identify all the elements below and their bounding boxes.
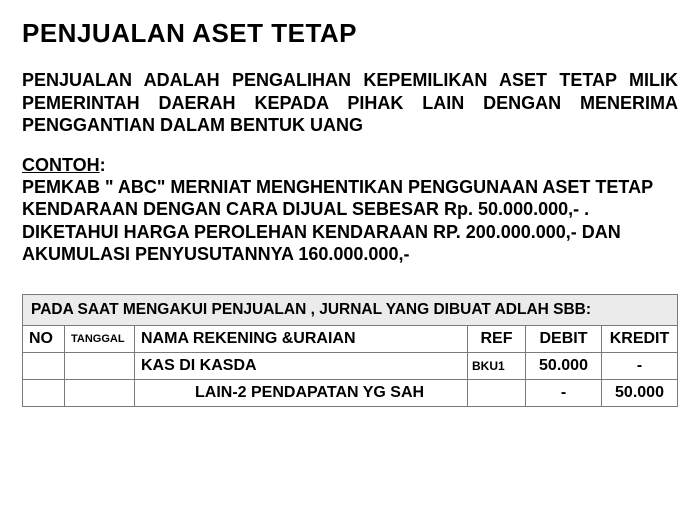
col-header-no: NO — [23, 325, 65, 352]
definition-text: PENJUALAN ADALAH PENGALIHAN KEPEMILIKAN … — [22, 69, 678, 137]
cell-nama: LAIN-2 PENDAPATAN YG SAH — [135, 379, 468, 406]
cell-kredit: - — [602, 352, 678, 379]
journal-table-caption: PADA SAAT MENGAKUI PENJUALAN , JURNAL YA… — [22, 294, 678, 325]
table-row: LAIN-2 PENDAPATAN YG SAH - 50.000 — [23, 379, 678, 406]
page-title: PENJUALAN ASET TETAP — [22, 18, 678, 49]
cell-no — [23, 379, 65, 406]
col-header-tanggal: TANGGAL — [65, 325, 135, 352]
example-line-2: DIKETAHUI HARGA PEROLEHAN KENDARAAN RP. … — [22, 222, 621, 265]
example-line-1: PEMKAB " ABC" MERNIAT MENGHENTIKAN PENGG… — [22, 177, 653, 220]
col-header-nama: NAMA REKENING &URAIAN — [135, 325, 468, 352]
cell-tanggal — [65, 352, 135, 379]
example-label: CONTOH: — [22, 155, 678, 176]
cell-ref — [468, 379, 526, 406]
example-label-word: CONTOH — [22, 155, 100, 175]
journal-table: NO TANGGAL NAMA REKENING &URAIAN REF DEB… — [22, 325, 678, 407]
cell-no — [23, 352, 65, 379]
cell-nama: KAS DI KASDA — [135, 352, 468, 379]
cell-kredit: 50.000 — [602, 379, 678, 406]
cell-debit: - — [526, 379, 602, 406]
example-body: PEMKAB " ABC" MERNIAT MENGHENTIKAN PENGG… — [22, 176, 678, 266]
col-header-ref: REF — [468, 325, 526, 352]
col-header-debit: DEBIT — [526, 325, 602, 352]
cell-ref: BKU1 — [468, 352, 526, 379]
table-header-row: NO TANGGAL NAMA REKENING &URAIAN REF DEB… — [23, 325, 678, 352]
cell-tanggal — [65, 379, 135, 406]
table-row: KAS DI KASDA BKU1 50.000 - — [23, 352, 678, 379]
example-label-colon: : — [100, 155, 106, 175]
col-header-kredit: KREDIT — [602, 325, 678, 352]
cell-debit: 50.000 — [526, 352, 602, 379]
